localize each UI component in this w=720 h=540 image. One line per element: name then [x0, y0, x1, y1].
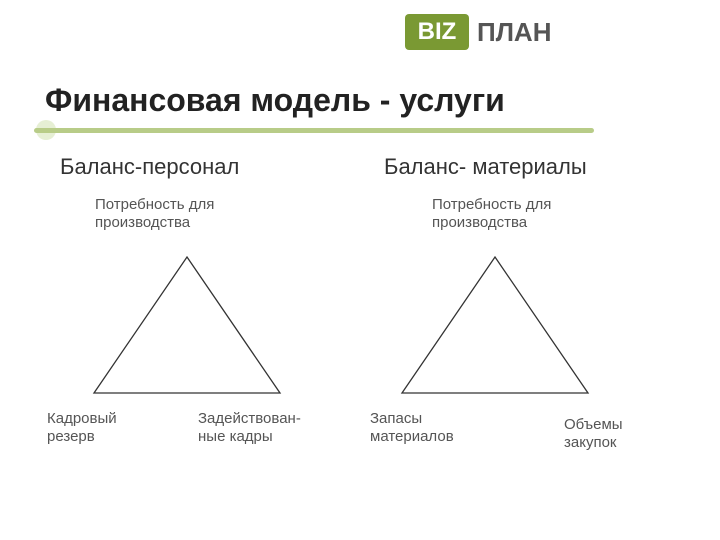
- right-bl-line2: материалов: [370, 428, 454, 445]
- left-heading: Баланс-персонал: [60, 154, 239, 180]
- left-br-line1: Задействован-: [198, 410, 301, 427]
- right-apex-label: Потребность для производства: [432, 196, 551, 232]
- left-bl-line1: Кадровый: [47, 410, 117, 427]
- right-bl-line1: Запасы: [370, 410, 422, 427]
- slide: { "logo": { "biz": "BIZ", "plan": "ПЛАН"…: [0, 0, 720, 540]
- left-apex-line1: Потребность для: [95, 196, 214, 213]
- left-bl-line2: резерв: [47, 428, 95, 445]
- logo-badge: BIZ: [405, 14, 469, 50]
- left-bottom-right-label: Задействован- ные кадры: [198, 410, 301, 446]
- logo-plan-text: ПЛАН: [477, 17, 551, 48]
- left-apex-line2: производства: [95, 214, 190, 231]
- right-bottom-left-label: Запасы материалов: [370, 410, 454, 446]
- right-br-line2: закупок: [564, 434, 616, 451]
- right-bottom-right-label: Объемы закупок: [564, 416, 623, 452]
- right-br-line1: Объемы: [564, 416, 623, 433]
- left-br-line2: ные кадры: [198, 428, 273, 445]
- right-apex-line1: Потребность для: [432, 196, 551, 213]
- page-title: Финансовая модель - услуги: [45, 82, 505, 119]
- right-triangle: [400, 255, 590, 395]
- left-apex-label: Потребность для производства: [95, 196, 214, 232]
- logo-badge-text: BIZ: [418, 18, 457, 46]
- left-triangle: [92, 255, 282, 395]
- right-apex-line2: производства: [432, 214, 527, 231]
- right-heading: Баланс- материалы: [384, 154, 587, 180]
- accent-line: [34, 128, 594, 133]
- left-bottom-left-label: Кадровый резерв: [47, 410, 117, 446]
- logo: BIZ ПЛАН: [405, 14, 551, 50]
